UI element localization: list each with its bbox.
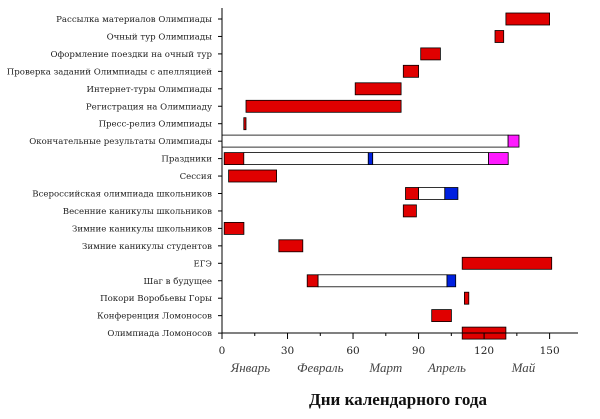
x-ticks: 0 30 60 90 120 150 xyxy=(219,333,560,357)
x-tick-label: 90 xyxy=(412,345,425,357)
bar-segment-red xyxy=(278,239,304,253)
bar-segment-red xyxy=(306,274,319,288)
bar-segment-magenta xyxy=(488,152,509,166)
category-label: Окончательные результаты Олимпиады xyxy=(29,137,212,147)
bar-segment-red xyxy=(402,64,419,78)
category-label: Регистрация на Олимпиаду xyxy=(86,102,212,112)
x-tick-label: 120 xyxy=(474,345,494,357)
bar-segment-red xyxy=(431,309,452,323)
category-label: Проверка заданий Олимпиады с апелляцией xyxy=(7,67,212,77)
category-label: Весенние каникулы школьников xyxy=(63,207,212,217)
bar-segment-blue xyxy=(446,274,457,288)
bar-segment-white xyxy=(243,152,369,166)
category-label: Конференция Ломоносов xyxy=(97,312,212,322)
category-label: Шаг в будущее xyxy=(144,276,212,287)
bar-segment-white xyxy=(372,152,489,166)
bar-segment-red xyxy=(223,221,245,235)
x-tick-label: 30 xyxy=(281,345,294,357)
month-label: Март xyxy=(368,360,402,375)
category-labels: Рассылка материалов Олимпиады Очный тур О… xyxy=(7,15,222,339)
bar-segment-red xyxy=(245,99,402,113)
month-label: Апрель xyxy=(427,360,466,375)
bar-segment-blue xyxy=(367,152,374,166)
month-label: Январь xyxy=(230,360,271,375)
bar-segment-red xyxy=(405,187,420,200)
category-label: Покори Воробьевы Горы xyxy=(100,293,212,304)
category-label: Интернет-туры Олимпиады xyxy=(86,85,212,95)
x-axis-title: Дни календарного года xyxy=(309,390,487,409)
category-label: Сессия xyxy=(180,172,212,182)
bar-segment-red xyxy=(228,169,278,183)
bar-segment-magenta xyxy=(507,134,520,148)
category-label: Зимние каникулы школьников xyxy=(72,224,212,234)
x-tick-label: 0 xyxy=(219,345,226,357)
bar-segment-red xyxy=(354,82,402,96)
bar-segment-red xyxy=(463,291,470,305)
category-label: Праздники xyxy=(161,155,212,165)
category-label: Рассылка материалов Олимпиады xyxy=(56,15,212,25)
bar-segment-red xyxy=(402,204,417,218)
category-label: Оформление поездки на очный тур xyxy=(50,50,212,60)
axes-layer xyxy=(221,8,578,334)
category-label: Всероссийская олимпиада школьников xyxy=(32,190,212,200)
bars-layer xyxy=(221,12,553,340)
bar-segment-red xyxy=(243,117,247,131)
category-label: ЕГЭ xyxy=(193,259,212,269)
x-tick-label: 150 xyxy=(540,345,560,357)
x-tick-label: 60 xyxy=(346,345,359,357)
bar-segment-red xyxy=(420,47,441,61)
category-label: Олимпиада Ломоносов xyxy=(107,329,212,339)
month-label: Май xyxy=(511,360,536,375)
bar-segment-red xyxy=(223,152,245,166)
category-label: Пресс-релиз Олимпиады xyxy=(99,120,213,130)
bar-segment-red xyxy=(505,12,550,26)
bar-segment-white xyxy=(317,274,448,288)
bar-segment-blue xyxy=(444,187,459,200)
category-label: Зимние каникулы студентов xyxy=(82,242,212,252)
bar-segment-red xyxy=(461,256,553,270)
bar-segment-white xyxy=(221,134,509,148)
month-label: Февраль xyxy=(297,360,344,375)
month-labels: Январь Февраль Март Апрель Май xyxy=(230,360,536,375)
bar-segment-red xyxy=(494,30,505,43)
category-label: Очный тур Олимпиады xyxy=(107,32,213,42)
bar-segment-white xyxy=(418,187,446,200)
